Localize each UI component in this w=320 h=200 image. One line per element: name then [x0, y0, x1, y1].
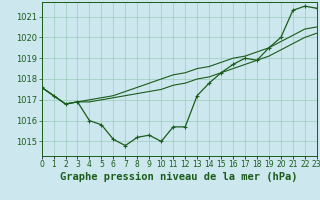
X-axis label: Graphe pression niveau de la mer (hPa): Graphe pression niveau de la mer (hPa): [60, 172, 298, 182]
